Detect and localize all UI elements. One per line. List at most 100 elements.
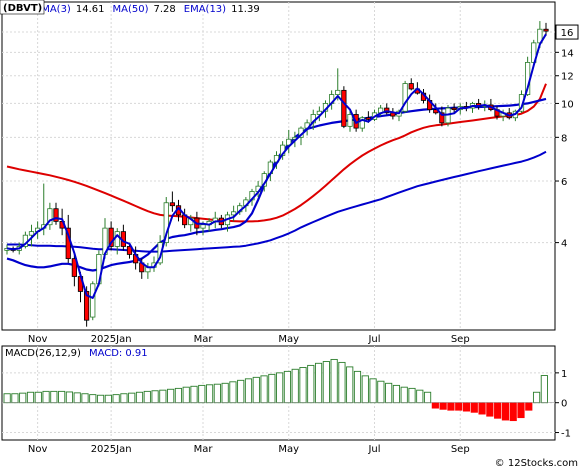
macd-bar	[338, 361, 346, 404]
macd-bar	[400, 386, 408, 404]
symbol-badge-box	[0, 0, 45, 15]
last-price-box	[555, 24, 579, 40]
macd-bar	[143, 390, 151, 404]
candle-down	[53, 208, 59, 222]
macd-bar	[120, 393, 128, 404]
macd-bar	[322, 361, 330, 404]
macd-bar	[455, 402, 463, 411]
candle-up	[231, 211, 237, 216]
price-tick-label: 4	[561, 239, 567, 250]
macd-bar	[89, 394, 97, 404]
macd-bar	[431, 402, 439, 409]
macd-bar	[392, 384, 401, 404]
macd-bar	[135, 391, 144, 404]
candle-down	[169, 202, 175, 207]
macd-bar	[26, 391, 35, 404]
watermark: © 12Stocks.com	[495, 458, 578, 469]
macd-bar	[486, 402, 494, 417]
price-tick-label: 10	[561, 99, 574, 110]
ma3-line	[6, 33, 547, 299]
macd-x-label: Nov	[28, 444, 48, 455]
price-x-label: Sep	[451, 334, 470, 345]
candle-down	[408, 83, 414, 90]
candle-up	[335, 89, 341, 95]
macd-bar	[299, 367, 307, 404]
last-price-label: 16	[561, 28, 574, 39]
macd-bar	[283, 370, 292, 404]
macd-bar	[532, 391, 541, 404]
macd-bar	[198, 384, 206, 404]
price-tick-label: 6	[561, 177, 567, 188]
macd-x-label: Mar	[194, 444, 214, 455]
price-x-label: 2025Jan	[91, 334, 132, 345]
macd-bar	[517, 402, 525, 419]
macd-bar	[439, 402, 447, 410]
macd-bar	[369, 378, 377, 404]
candle-up	[90, 283, 96, 318]
macd-bar	[167, 388, 175, 404]
macd-bar	[229, 381, 237, 404]
candle-down	[71, 258, 77, 277]
macd-bar	[478, 402, 486, 415]
macd-bar	[96, 394, 105, 404]
candle-down	[543, 28, 549, 32]
macd-bar	[385, 382, 393, 404]
macd-bar	[509, 402, 517, 422]
price-x-label: Nov	[28, 334, 48, 345]
macd-bar	[50, 390, 58, 404]
candle-down	[126, 246, 133, 255]
ma-long-line	[7, 150, 547, 253]
macd-bar	[128, 392, 136, 404]
candle-down	[439, 112, 445, 124]
macd-bar	[447, 402, 455, 411]
macd-bar	[151, 390, 159, 404]
macd-bar	[174, 387, 183, 404]
macd-bar	[213, 383, 221, 404]
macd-bar	[244, 378, 253, 404]
price-x-label: Mar	[194, 334, 214, 345]
macd-bar	[237, 379, 245, 404]
macd-tick-label: 0	[561, 399, 567, 410]
macd-bar	[81, 393, 89, 404]
macd-bar	[221, 382, 229, 404]
price-x-label: Jul	[367, 334, 380, 345]
ema13-line	[6, 83, 547, 223]
macd-bar	[73, 392, 81, 404]
candle-down	[341, 89, 347, 127]
macd-bar	[34, 391, 42, 404]
macd-bar	[276, 372, 284, 404]
macd-bar	[470, 402, 478, 413]
macd-bar	[540, 375, 548, 404]
price-tick-label: 14	[561, 48, 574, 59]
macd-x-label: Jul	[367, 444, 380, 455]
candle-up	[163, 202, 169, 244]
candle-up	[200, 224, 206, 229]
macd-bar	[19, 392, 27, 404]
candle-up	[286, 138, 292, 146]
macd-bar	[182, 386, 190, 404]
macd-bar	[112, 394, 120, 404]
macd-bar	[205, 384, 214, 404]
price-panel-frame	[1, 1, 556, 331]
macd-bar	[65, 391, 74, 404]
macd-legend: MACD(26,12,9) MACD: 0.91	[5, 348, 148, 359]
candle-up	[114, 231, 120, 247]
price-tick-label: 8	[561, 133, 567, 144]
macd-bar	[416, 389, 424, 404]
price-x-label: May	[278, 334, 299, 345]
macd-x-label: 2025Jan	[91, 444, 132, 455]
macd-bar	[353, 370, 362, 404]
macd-bar	[190, 385, 198, 404]
macd-bar	[462, 402, 471, 412]
macd-bar	[494, 402, 502, 419]
macd-bar	[58, 390, 66, 404]
macd-tick-label: 1	[561, 369, 567, 380]
candle-up	[347, 114, 353, 127]
price-tick-label: 12	[561, 72, 574, 83]
symbol-badge-text: (DBVT)	[3, 3, 42, 14]
candle-up	[402, 83, 408, 112]
macd-bar	[423, 391, 432, 404]
candle-down	[108, 227, 114, 247]
macd-bar	[104, 394, 112, 404]
